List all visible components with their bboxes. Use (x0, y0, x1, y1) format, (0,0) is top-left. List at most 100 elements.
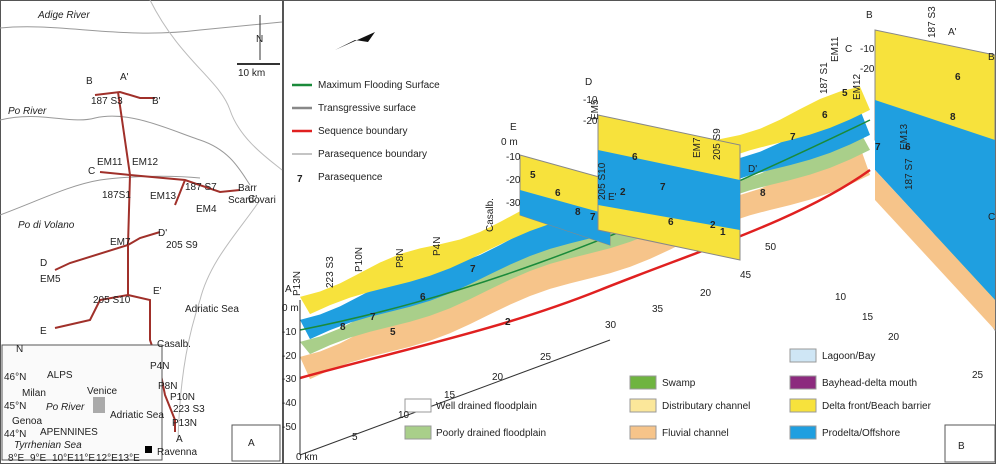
wells: EM5 (40, 274, 61, 285)
legend-lines: Parasequence boundary (318, 149, 427, 160)
section-letters: A' (948, 27, 957, 38)
legend-swatch (790, 426, 816, 439)
wells: EM12 (852, 73, 863, 100)
legend-lines: Transgressive surface (318, 103, 416, 114)
legend-units: Well drained floodplain (436, 401, 537, 412)
distance-ticks: 20 (492, 372, 504, 383)
places: Tyrrhenian Sea (14, 440, 82, 451)
side-depths: -30 (506, 198, 521, 209)
legend-swatch (790, 399, 816, 412)
section-letters: A (285, 284, 292, 295)
north: N (256, 34, 263, 45)
distance-ticks: 20 (700, 288, 712, 299)
side-depths: -20 (506, 175, 521, 186)
parasequences: 7 (875, 142, 881, 153)
places: Venice (87, 386, 117, 397)
section-letters: D (585, 77, 592, 88)
wells: P10N (354, 247, 365, 272)
wells: 187 S3 (927, 6, 938, 38)
parasequences: 8 (575, 207, 581, 218)
distance-ticks: 15 (444, 390, 456, 401)
section-ends: E (40, 326, 47, 337)
legend-units: Prodelta/Offshore (822, 428, 901, 439)
distance-ticks: 10 (835, 292, 847, 303)
wells: P13N (292, 271, 303, 296)
places: ALPS (47, 370, 73, 381)
section-ends: A (176, 434, 183, 445)
section-letters: B (866, 10, 873, 21)
lat: 44°N (4, 429, 26, 440)
places: Milan (22, 388, 46, 399)
section-letters: B (988, 52, 995, 63)
legend-swatch (790, 376, 816, 389)
parasequences: 7 (660, 182, 666, 193)
legend-swatch (630, 376, 656, 389)
wells: EM11 (97, 157, 123, 168)
parasequences: 2 (620, 187, 626, 198)
parasequences: 8 (760, 188, 766, 199)
wells: EM11 (830, 36, 841, 62)
section-ends: D (40, 258, 47, 269)
wells: 205 S10 (597, 162, 608, 200)
parasequence-symbol: 7 (297, 174, 303, 185)
side-depths: -10 (506, 152, 521, 163)
legend-swatch (405, 426, 431, 439)
section-letters: C (988, 212, 995, 223)
wells: P13N (172, 418, 197, 429)
wells: 187 S1 (819, 62, 830, 94)
wells: Casalb. (485, 198, 496, 232)
legend-lines: Sequence boundary (318, 126, 408, 137)
rivers: Po di Volano (18, 220, 75, 231)
places: Adriatic Sea (110, 410, 164, 421)
parasequences: 6 (420, 292, 426, 303)
parasequences: 1 (720, 227, 726, 238)
lon: 13°E (118, 453, 140, 464)
parasequences: 6 (668, 217, 674, 228)
lon: 11°E (74, 453, 95, 464)
depth-ticks: 0 m (282, 303, 299, 314)
section-letters: E (510, 122, 517, 133)
label: A (248, 438, 255, 449)
parasequences: 6 (822, 110, 828, 121)
parasequences: 7 (590, 212, 596, 223)
section-ends: E' (153, 286, 162, 297)
wells: P4N (432, 237, 443, 256)
side-depths: -20 (860, 64, 875, 75)
distance-ticks: 25 (540, 352, 552, 363)
side-depths: 0 m (501, 137, 518, 148)
places: Genoa (12, 416, 42, 427)
wells: 205 S9 (712, 128, 723, 160)
figure: AN10 kmAdige RiverPo RiverPo di VolanoAd… (0, 0, 997, 464)
legend-swatch (790, 349, 816, 362)
distance-ticks: 30 (605, 320, 617, 331)
parasequences: 6 (955, 72, 961, 83)
wells: 223 S3 (173, 404, 205, 415)
panel-b-label-box (945, 425, 995, 462)
parasequences: 6 (555, 188, 561, 199)
wells: 205 S9 (166, 240, 198, 251)
wells: 187 S3 (91, 96, 123, 107)
parasequences: 8 (950, 112, 956, 123)
lat: 45°N (4, 401, 26, 412)
distance-ticks: 25 (972, 370, 984, 381)
wells: EM4 (196, 204, 217, 215)
section-ends: B' (152, 96, 161, 107)
panel-a-label-box (232, 425, 280, 461)
distance-ticks: 45 (740, 270, 752, 281)
depth-ticks: -20 (282, 351, 297, 362)
legend-units: Bayhead-delta mouth (822, 378, 917, 389)
parasequences: 7 (470, 264, 476, 275)
wells: P8N (395, 249, 406, 268)
depth-ticks: -40 (282, 398, 297, 409)
depth-ticks: -30 (282, 374, 297, 385)
lon: 12°E (96, 453, 118, 464)
wells: EM7 (692, 137, 703, 158)
legend-units: Swamp (662, 378, 696, 389)
parasequences: 8 (340, 322, 346, 333)
places: APENNINES (40, 427, 98, 438)
parasequences: 6 (632, 152, 638, 163)
distance-ticks: 20 (888, 332, 900, 343)
distance-ticks: 15 (862, 312, 874, 323)
city-marker (145, 446, 152, 453)
wells: EM13 (150, 191, 177, 202)
